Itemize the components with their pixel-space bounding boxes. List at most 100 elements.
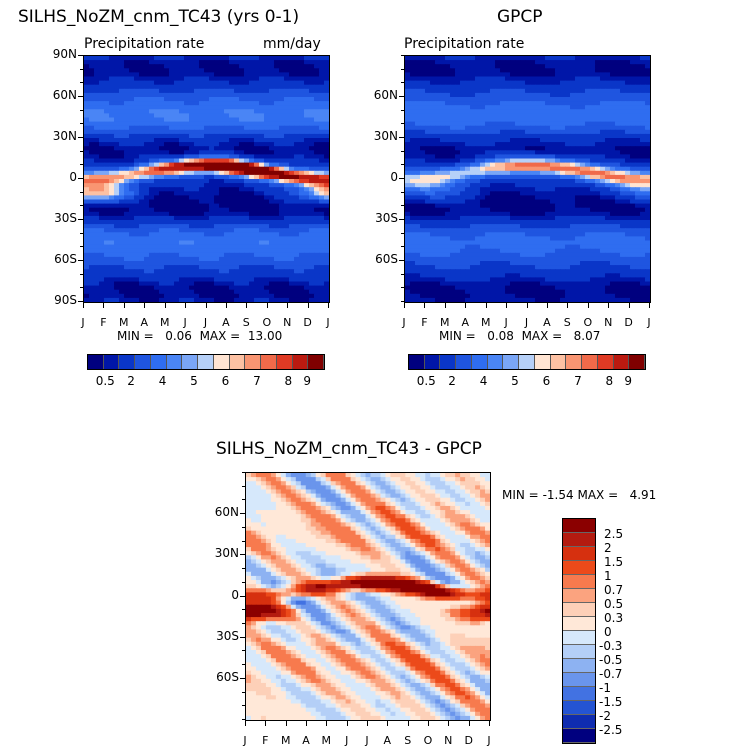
heatmap-cell xyxy=(289,208,295,213)
heatmap-cell xyxy=(314,208,320,213)
heatmap-cell xyxy=(294,195,300,200)
heatmap-cell xyxy=(134,138,140,143)
heatmap-cell xyxy=(520,212,526,217)
heatmap-cell xyxy=(590,56,596,61)
heatmap-cell xyxy=(209,183,215,188)
heatmap-cell xyxy=(194,208,200,213)
heatmap-cell xyxy=(299,146,305,151)
heatmap-cell xyxy=(595,105,601,110)
heatmap-cell xyxy=(89,290,95,295)
heatmap-cell xyxy=(560,77,566,82)
heatmap-cell xyxy=(490,163,496,168)
heatmap-cell xyxy=(294,159,300,164)
heatmap-cell xyxy=(430,195,436,200)
heatmap-cell xyxy=(229,286,235,291)
heatmap-cell xyxy=(470,138,476,143)
heatmap-cell xyxy=(224,64,230,69)
heatmap-cell xyxy=(415,56,421,61)
heatmap-cell xyxy=(99,236,105,241)
heatmap-cell xyxy=(545,216,551,221)
heatmap-cell xyxy=(169,101,175,106)
heatmap-cell xyxy=(570,60,576,65)
heatmap-cell xyxy=(570,105,576,110)
heatmap-cell xyxy=(565,130,571,135)
heatmap-cell xyxy=(189,257,195,262)
heatmap-cell xyxy=(324,167,329,172)
heatmap-cell xyxy=(254,261,260,266)
heatmap-cell xyxy=(134,175,140,180)
heatmap-cell xyxy=(144,204,150,209)
heatmap-cell xyxy=(159,249,165,254)
heatmap-cell xyxy=(229,187,235,192)
heatmap-cell xyxy=(530,68,536,73)
heatmap-cell xyxy=(194,130,200,135)
heatmap-cell xyxy=(299,298,305,302)
heatmap-cell xyxy=(299,290,305,295)
heatmap-cell xyxy=(109,249,115,254)
heatmap-cell xyxy=(600,77,606,82)
heatmap-cell xyxy=(570,81,576,86)
heatmap-cell xyxy=(645,200,650,205)
heatmap-cell xyxy=(309,89,315,94)
heatmap-cell xyxy=(144,68,150,73)
heatmap-cell xyxy=(585,204,591,209)
heatmap-cell xyxy=(269,220,275,225)
heatmap-cell xyxy=(535,72,541,77)
heatmap-cell xyxy=(289,142,295,147)
heatmap-cell xyxy=(119,146,125,151)
heatmap-cell xyxy=(630,113,636,118)
heatmap-cell xyxy=(289,277,295,282)
heatmap-cell xyxy=(455,142,461,147)
heatmap-cell xyxy=(580,191,586,196)
heatmap-cell xyxy=(164,290,170,295)
heatmap-cell xyxy=(204,249,210,254)
heatmap-cell xyxy=(229,56,235,61)
heatmap-cell xyxy=(149,126,155,131)
heatmap-cell xyxy=(520,179,526,184)
heatmap-cell xyxy=(565,105,571,110)
heatmap-cell xyxy=(279,68,285,73)
heatmap-cell xyxy=(249,154,255,159)
heatmap-cell xyxy=(630,154,636,159)
heatmap-cell xyxy=(234,89,240,94)
heatmap-cell xyxy=(460,179,466,184)
heatmap-cell xyxy=(505,85,511,90)
heatmap-cell xyxy=(284,163,290,168)
heatmap-cell xyxy=(94,85,100,90)
heatmap-cell xyxy=(199,113,205,118)
heatmap-cell xyxy=(154,93,160,98)
heatmap-cell xyxy=(204,126,210,131)
heatmap-cell xyxy=(595,122,601,127)
heatmap-cell xyxy=(495,204,501,209)
heatmap-cell xyxy=(189,113,195,118)
heatmap-cell xyxy=(244,167,250,172)
heatmap-cell xyxy=(445,101,451,106)
heatmap-cell xyxy=(600,81,606,86)
heatmap-cell xyxy=(585,171,591,176)
heatmap-cell xyxy=(149,97,155,102)
heatmap-cell xyxy=(324,257,329,262)
heatmap-cell xyxy=(314,138,320,143)
heatmap-cell xyxy=(525,60,531,65)
heatmap-cell xyxy=(119,72,125,77)
heatmap-cell xyxy=(595,81,601,86)
heatmap-cell xyxy=(440,126,446,131)
heatmap-cell xyxy=(410,138,416,143)
heatmap-cell xyxy=(485,81,491,86)
heatmap-cell xyxy=(630,130,636,135)
heatmap-cell xyxy=(144,134,150,139)
heatmap-cell xyxy=(500,179,506,184)
heatmap-cell xyxy=(645,212,650,217)
heatmap-cell xyxy=(264,290,270,295)
heatmap-cell xyxy=(224,236,230,241)
heatmap-cell xyxy=(319,118,325,123)
heatmap-cell xyxy=(500,118,506,123)
heatmap-cell xyxy=(249,269,255,274)
heatmap-cell xyxy=(259,208,265,213)
heatmap-cell xyxy=(304,269,310,274)
heatmap-cell xyxy=(314,212,320,217)
heatmap-cell xyxy=(199,56,205,61)
heatmap-cell xyxy=(455,204,461,209)
heatmap-cell xyxy=(219,97,225,102)
heatmap-cell xyxy=(224,72,230,77)
